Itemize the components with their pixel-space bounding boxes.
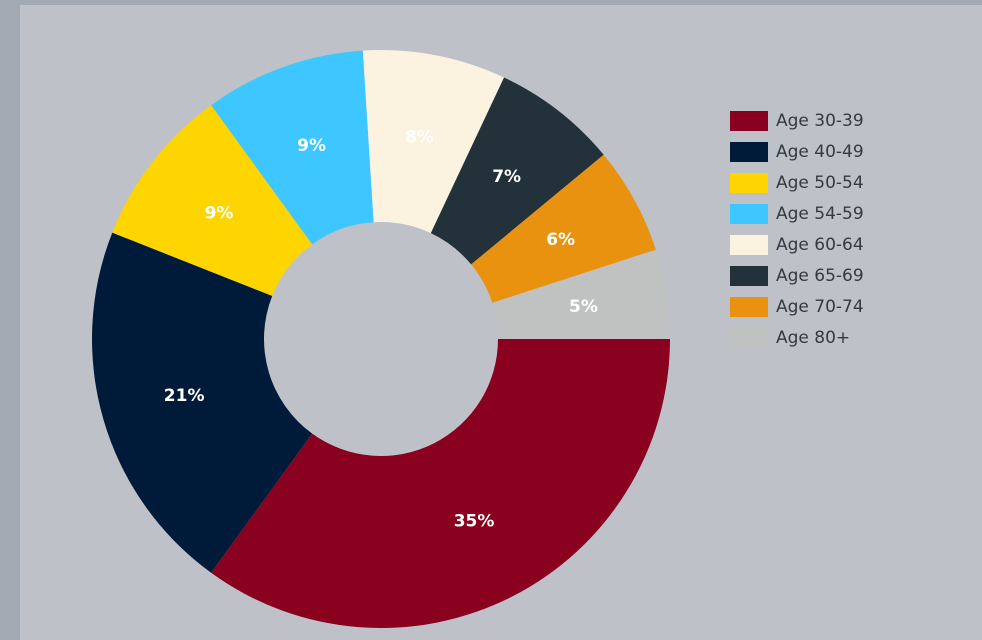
slice [112,105,313,296]
slice-label: 9% [205,203,234,223]
legend-swatch [730,173,768,193]
legend-label: Age 65-69 [776,266,864,286]
legend-swatch [730,204,768,224]
slice-label: 35% [454,512,495,532]
legend-label: Age 50-54 [776,173,864,193]
slice-label: 7% [492,167,521,187]
legend-label: Age 60-64 [776,235,864,255]
legend-label: Age 54-59 [776,204,864,224]
slice [362,49,505,234]
slice [92,232,313,573]
slice-label: 8% [405,128,434,148]
legend-label: Age 40-49 [776,142,864,162]
slice [211,339,670,628]
slice-label: 21% [164,386,205,406]
slice [430,77,604,265]
slice [492,249,670,339]
slice [211,50,374,245]
legend-swatch [730,111,768,131]
legend-label: Age 80+ [776,328,850,348]
legend-swatch [730,297,768,317]
slice-label: 6% [546,230,575,250]
legend-swatch [730,266,768,286]
slice [471,154,656,303]
legend-swatch [730,328,768,348]
legend-label: Age 70-74 [776,297,864,317]
slice-label: 5% [569,297,598,317]
slice-label: 9% [297,136,326,156]
legend-swatch [730,142,768,162]
legend-label: Age 30-39 [776,111,864,131]
legend-swatch [730,235,768,255]
